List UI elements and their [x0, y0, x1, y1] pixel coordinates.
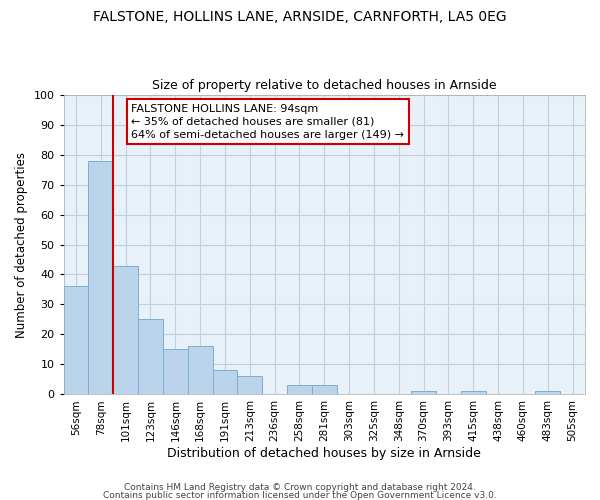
Text: FALSTONE, HOLLINS LANE, ARNSIDE, CARNFORTH, LA5 0EG: FALSTONE, HOLLINS LANE, ARNSIDE, CARNFOR…	[93, 10, 507, 24]
Bar	[163, 350, 188, 395]
Bar	[238, 376, 262, 394]
Text: FALSTONE HOLLINS LANE: 94sqm
← 35% of detached houses are smaller (81)
64% of se: FALSTONE HOLLINS LANE: 94sqm ← 35% of de…	[131, 104, 404, 140]
Bar	[312, 386, 337, 394]
Bar	[212, 370, 238, 394]
Y-axis label: Number of detached properties: Number of detached properties	[15, 152, 28, 338]
Bar	[138, 320, 163, 394]
Bar	[535, 392, 560, 394]
Bar	[88, 160, 113, 394]
Text: Contains HM Land Registry data © Crown copyright and database right 2024.: Contains HM Land Registry data © Crown c…	[124, 484, 476, 492]
Text: Contains public sector information licensed under the Open Government Licence v3: Contains public sector information licen…	[103, 490, 497, 500]
Title: Size of property relative to detached houses in Arnside: Size of property relative to detached ho…	[152, 79, 497, 92]
Bar	[461, 392, 485, 394]
Bar	[188, 346, 212, 395]
Bar	[287, 386, 312, 394]
Bar	[113, 266, 138, 394]
Bar	[64, 286, 88, 395]
X-axis label: Distribution of detached houses by size in Arnside: Distribution of detached houses by size …	[167, 447, 481, 460]
Bar	[411, 392, 436, 394]
